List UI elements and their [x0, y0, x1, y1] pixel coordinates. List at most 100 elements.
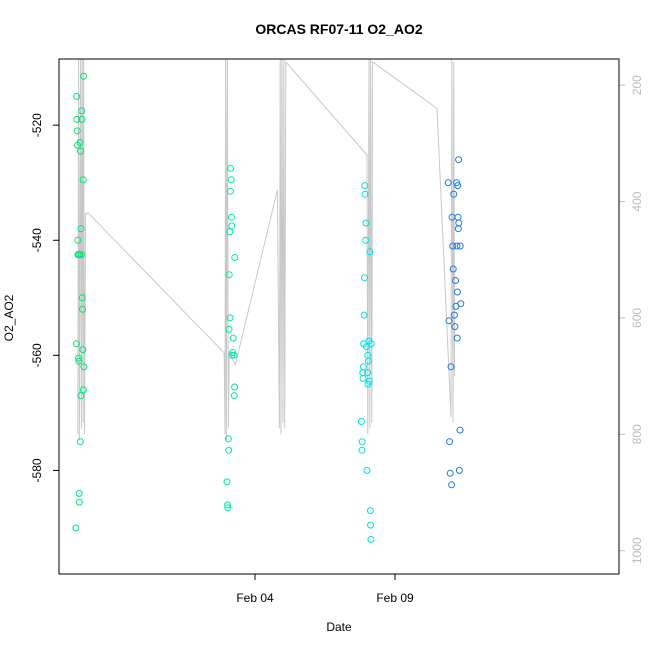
axes-layer: Feb 04 Feb 09 -520 -540 -560 -580 200 400 600 800… [30, 75, 644, 605]
data-point [80, 72, 88, 80]
data-point [446, 438, 454, 446]
data-point [73, 92, 81, 100]
data-point [79, 346, 87, 354]
y-tick-label: -540 [30, 228, 44, 252]
data-point [223, 478, 231, 486]
data-point [445, 317, 453, 325]
data-point [76, 138, 84, 146]
data-point [231, 383, 239, 391]
data-point [227, 176, 235, 184]
data-point [457, 300, 465, 308]
profile-line [77, 59, 456, 441]
right-tick-label: 400 [630, 191, 644, 211]
data-point [77, 147, 85, 155]
data-point [446, 469, 454, 477]
data-point [363, 466, 371, 474]
data-point [231, 254, 239, 261]
data-point [448, 481, 456, 489]
data-point [230, 351, 238, 359]
data-point [367, 536, 375, 543]
data-point [79, 386, 87, 394]
data-point [226, 314, 234, 322]
data-point [78, 294, 86, 302]
data-point [73, 115, 81, 123]
data-point [364, 357, 372, 365]
data-point [73, 127, 81, 135]
data-point [454, 213, 462, 221]
chart-title: ORCAS RF07-11 O2_AO2 [255, 21, 422, 37]
data-point [228, 222, 236, 230]
data-point [365, 377, 373, 385]
data-point [454, 225, 462, 233]
data-point [456, 426, 464, 434]
data-point [79, 305, 86, 313]
data-point [447, 363, 455, 371]
data-point [449, 242, 457, 250]
data-point [361, 182, 369, 190]
data-point [451, 323, 459, 331]
data-point [367, 340, 375, 348]
data-point [450, 190, 458, 198]
data-point [77, 225, 85, 233]
data-point [75, 498, 83, 506]
data-point [456, 242, 464, 250]
data-point [453, 334, 461, 342]
right-tick-label: 600 [630, 308, 644, 328]
data-point [80, 363, 88, 371]
x-axis-label: Date [326, 620, 352, 634]
data-point [224, 435, 232, 443]
data-point [75, 354, 83, 362]
data-point [444, 179, 452, 187]
data-point [455, 156, 463, 164]
plot-frame [58, 58, 620, 575]
data-point [77, 392, 85, 400]
data-point [79, 176, 87, 184]
data-point [72, 340, 80, 348]
right-tick-label: 800 [630, 424, 644, 444]
x-tick-label: Feb 09 [376, 591, 414, 605]
data-point [229, 334, 237, 342]
data-point [453, 242, 461, 250]
data-point [453, 288, 461, 296]
data-point [360, 311, 368, 319]
y-axis-label: O2_AO2 [2, 294, 16, 341]
data-point [78, 115, 86, 123]
data-point [359, 374, 367, 382]
data-point [367, 521, 375, 529]
data-point [364, 369, 372, 377]
data-point [358, 438, 366, 446]
data-point [366, 507, 374, 515]
data-point [362, 236, 370, 244]
data-point [358, 446, 366, 454]
data-point [225, 446, 233, 454]
data-point [74, 236, 82, 244]
data-point [75, 489, 83, 497]
data-point [362, 219, 370, 227]
data-point [224, 504, 232, 512]
data-point [225, 271, 233, 279]
data-point [227, 164, 235, 172]
data-point [228, 213, 235, 221]
data-point [77, 251, 85, 259]
right-tick-label: 200 [630, 75, 644, 95]
data-point [226, 187, 234, 195]
profile-line-layer [77, 59, 456, 441]
data-point [450, 311, 458, 319]
y-tick-label: -560 [30, 343, 44, 367]
data-point [224, 501, 232, 509]
data-point [452, 277, 459, 284]
data-point [225, 325, 233, 333]
y-tick-label: -520 [30, 113, 44, 137]
data-points-layer [72, 72, 465, 543]
data-point [455, 466, 463, 474]
data-point [230, 392, 238, 400]
data-point [455, 219, 463, 227]
data-point [454, 182, 462, 190]
data-point [366, 248, 374, 256]
data-point [78, 107, 86, 115]
data-point [359, 363, 367, 371]
data-point [228, 351, 236, 359]
data-point [76, 438, 84, 446]
data-point [449, 265, 457, 273]
